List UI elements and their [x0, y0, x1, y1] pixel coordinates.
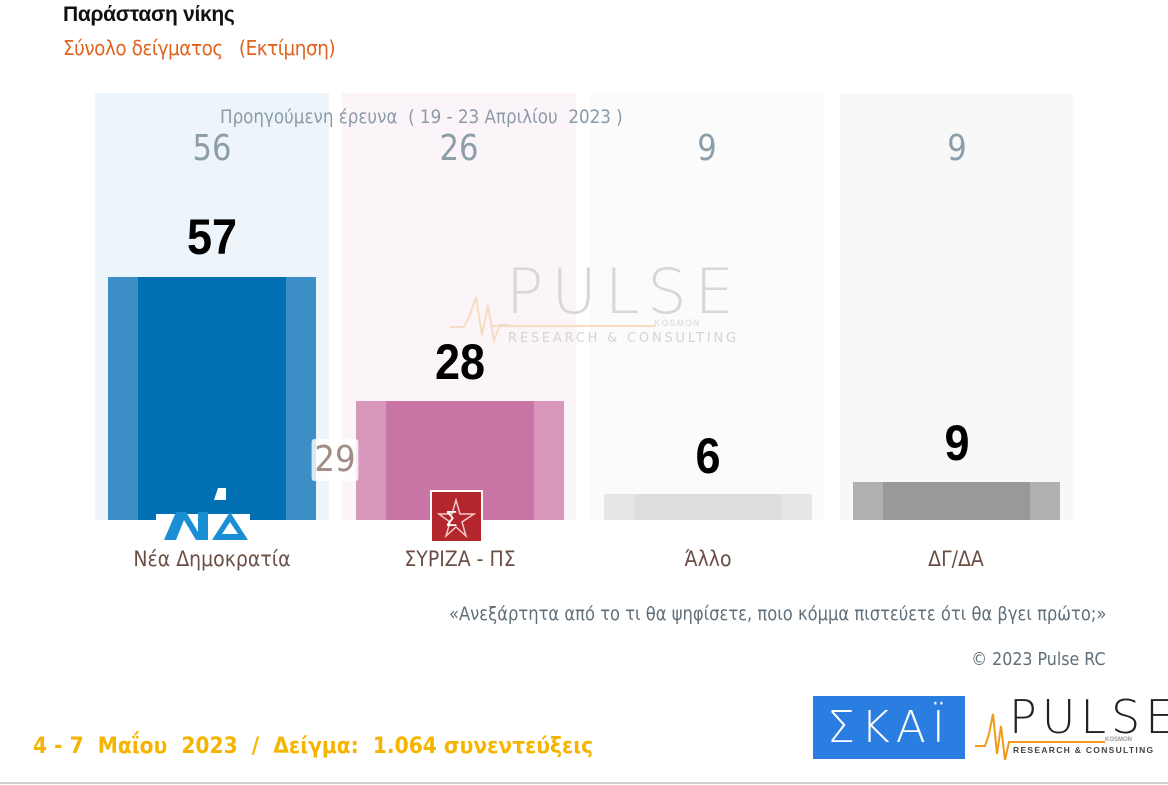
bar-allo-inner: [634, 494, 782, 520]
pulse-wave-icon: [450, 296, 510, 345]
nd-logo: [156, 486, 250, 542]
survey-question: «Ανεξάρτητα από το τι θα ψηφίσετε, ποιο …: [448, 603, 1106, 625]
bar-nd-inner: [138, 277, 286, 520]
bar-allo[interactable]: [604, 494, 812, 520]
value-syriza: 28: [434, 334, 486, 390]
bar-dgda-inner: [883, 482, 1030, 520]
prev-value-syriza: 26: [439, 128, 479, 169]
prev-value-nd: 56: [192, 128, 232, 169]
value-allo: 6: [695, 428, 721, 484]
panel-allo: [590, 93, 825, 520]
pulse-logo-text: PULSE: [1009, 690, 1168, 744]
pulse-logo-kosmon: KOSMON: [1105, 737, 1132, 743]
bar-nd[interactable]: [108, 277, 316, 520]
chart-title: Παράσταση νίκης: [63, 3, 235, 26]
footer-survey-info: 4 - 7 Μαΐου 2023 / Δείγμα: 1.064 συνεντε…: [33, 734, 594, 759]
syriza-star-icon: Σ: [432, 492, 481, 541]
value-nd: 57: [186, 209, 238, 265]
pulse-logo-wave-icon: [975, 713, 1015, 761]
copyright: © 2023 Pulse RC: [971, 649, 1106, 670]
previous-survey-label: Προηγούμενη έρευνα ( 19 - 23 Απριλίου 20…: [220, 106, 623, 128]
watermark-pulse-text: PULSE: [506, 255, 742, 328]
category-label-nd: Νέα Δημοκρατία: [133, 547, 291, 571]
category-label-syriza: ΣΥΡΙΖΑ - ΠΣ: [404, 547, 516, 571]
prev-value-dgda: 9: [947, 128, 967, 169]
pulse-watermark: PULSE KOSMON RESEARCH & CONSULTING: [450, 255, 736, 355]
watermark-sub-text: RESEARCH & CONSULTING: [508, 331, 739, 346]
skai-logo: ΣΚΑΪ: [813, 696, 965, 759]
pulse-logo: PULSE KOSMON RESEARCH & CONSULTING: [975, 690, 1168, 762]
pulse-logo-sub: RESEARCH & CONSULTING: [1013, 745, 1155, 755]
panel-dgda: [840, 93, 1073, 520]
bottom-divider: [0, 782, 1168, 784]
category-label-dgda: ΔΓ/ΔΑ: [928, 547, 984, 571]
syriza-logo: Σ: [430, 490, 483, 543]
nd-logo-icon: [156, 488, 250, 542]
chart-subtitle: Σύνολο δείγματος (Εκτίμηση): [63, 36, 336, 60]
value-dgda: 9: [944, 415, 970, 471]
watermark-kosmon-text: KOSMON: [654, 318, 701, 328]
category-label-allo: Άλλο: [684, 547, 732, 571]
prev-value-allo: 9: [697, 128, 717, 169]
svg-text:Σ: Σ: [445, 507, 458, 531]
bar-dgda[interactable]: [853, 482, 1060, 520]
gap-badge: 29: [311, 439, 359, 481]
